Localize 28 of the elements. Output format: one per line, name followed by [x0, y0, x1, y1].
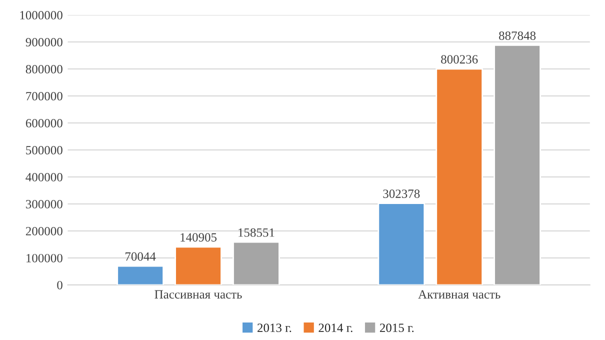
- bar: [494, 44, 541, 285]
- data-label: 800236: [441, 55, 478, 64]
- bar: [232, 241, 280, 285]
- legend-label: 2013 г.: [258, 324, 292, 332]
- y-tick-label: 700000: [26, 92, 62, 100]
- y-tick-label: 200000: [26, 226, 62, 236]
- bar: [116, 265, 164, 285]
- x-tick-label: Активная часть: [418, 290, 500, 299]
- data-label: 302378: [383, 190, 420, 198]
- data-label: 140905: [180, 233, 217, 242]
- data-label: 887848: [499, 31, 536, 40]
- y-tick-label: 100000: [26, 254, 62, 262]
- y-tick-label: 800000: [26, 64, 62, 74]
- y-tick-label: 900000: [26, 38, 62, 46]
- y-tick-label: 600000: [26, 118, 62, 128]
- y-tick-label: 0: [57, 280, 62, 290]
- bar: [378, 202, 426, 285]
- x-tick-label: Пассивная часть: [154, 290, 242, 299]
- bar: [436, 68, 484, 285]
- legend-label: 2015 г.: [380, 324, 414, 332]
- data-label: 158551: [238, 228, 274, 237]
- y-tick-label: 400000: [26, 172, 62, 182]
- y-tick-label: 500000: [26, 146, 62, 154]
- y-tick-label: 1000000: [20, 10, 62, 20]
- data-label: 70044: [126, 252, 156, 261]
- y-tick-label: 300000: [26, 200, 62, 208]
- bar: [174, 246, 222, 285]
- legend-label: 2014 г.: [318, 324, 352, 332]
